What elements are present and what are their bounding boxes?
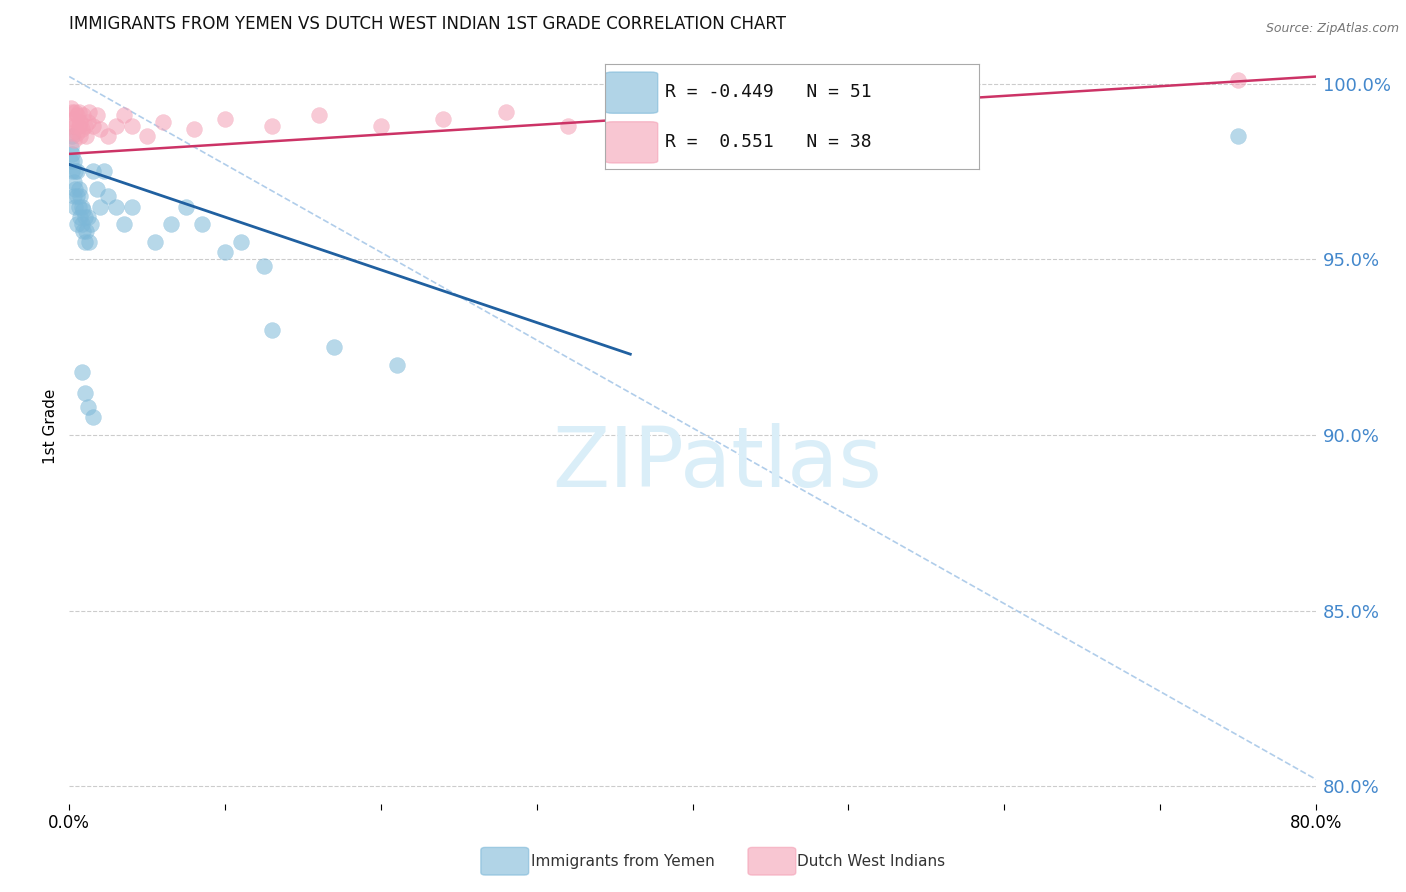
- Point: [93, 164, 115, 178]
- Point: [82, 410, 104, 425]
- Point: [70, 200, 93, 214]
- Point: [70, 217, 93, 231]
- Point: [75, 224, 97, 238]
- Point: [69, 189, 91, 203]
- Point: [67, 104, 90, 119]
- Point: [89, 200, 111, 214]
- Point: [66, 164, 89, 178]
- Point: [63, 153, 86, 168]
- Point: [67, 119, 90, 133]
- Point: [432, 112, 454, 126]
- Point: [557, 119, 579, 133]
- Point: [77, 400, 100, 414]
- Point: [69, 115, 91, 129]
- Point: [370, 119, 392, 133]
- Text: ZIPatlas: ZIPatlas: [553, 424, 883, 505]
- Point: [73, 210, 96, 224]
- Point: [66, 108, 89, 122]
- Point: [70, 365, 93, 379]
- Point: [112, 217, 135, 231]
- Text: Dutch West Indians: Dutch West Indians: [797, 854, 945, 869]
- Point: [72, 224, 94, 238]
- Point: [65, 182, 87, 196]
- Point: [104, 119, 127, 133]
- Point: [82, 119, 104, 133]
- Y-axis label: 1st Grade: 1st Grade: [44, 389, 58, 464]
- Point: [66, 189, 89, 203]
- Point: [385, 358, 408, 372]
- Point: [67, 200, 90, 214]
- Point: [159, 217, 181, 231]
- Point: [63, 112, 86, 126]
- Point: [253, 260, 276, 274]
- Point: [60, 146, 83, 161]
- Point: [77, 115, 100, 129]
- Point: [323, 340, 346, 354]
- Point: [1227, 73, 1250, 87]
- Point: [69, 129, 91, 144]
- Point: [73, 119, 96, 133]
- Point: [65, 200, 87, 214]
- Point: [308, 108, 330, 122]
- Point: [60, 126, 83, 140]
- Point: [77, 210, 100, 224]
- Point: [121, 200, 143, 214]
- Point: [104, 200, 127, 214]
- Point: [80, 217, 103, 231]
- Point: [183, 122, 205, 136]
- Point: [69, 210, 91, 224]
- Point: [66, 217, 89, 231]
- Point: [79, 104, 101, 119]
- Point: [59, 140, 82, 154]
- Point: [143, 235, 166, 249]
- Point: [136, 129, 159, 144]
- Point: [260, 119, 283, 133]
- Point: [260, 322, 283, 336]
- Point: [66, 126, 89, 140]
- Point: [97, 189, 120, 203]
- Text: Immigrants from Yemen: Immigrants from Yemen: [531, 854, 716, 869]
- Point: [82, 164, 104, 178]
- Point: [79, 235, 101, 249]
- Point: [65, 119, 87, 133]
- Text: IMMIGRANTS FROM YEMEN VS DUTCH WEST INDIAN 1ST GRADE CORRELATION CHART: IMMIGRANTS FROM YEMEN VS DUTCH WEST INDI…: [69, 15, 786, 33]
- Point: [121, 119, 143, 133]
- Point: [174, 200, 197, 214]
- Point: [73, 235, 96, 249]
- Point: [59, 119, 82, 133]
- Point: [72, 203, 94, 218]
- Point: [67, 182, 90, 196]
- Point: [97, 129, 120, 144]
- Point: [495, 104, 517, 119]
- Point: [214, 245, 236, 260]
- Point: [59, 153, 82, 168]
- Point: [60, 164, 83, 178]
- Point: [63, 133, 86, 147]
- Point: [59, 101, 82, 115]
- Point: [63, 189, 86, 203]
- Point: [60, 104, 83, 119]
- Point: [86, 182, 108, 196]
- Point: [229, 235, 252, 249]
- Point: [60, 129, 83, 144]
- Point: [70, 122, 93, 136]
- Point: [190, 217, 212, 231]
- Point: [112, 108, 135, 122]
- Point: [65, 104, 87, 119]
- Point: [152, 115, 174, 129]
- Point: [65, 164, 87, 178]
- Point: [214, 112, 236, 126]
- Point: [75, 129, 97, 144]
- Point: [72, 108, 94, 122]
- Point: [86, 108, 108, 122]
- Point: [73, 385, 96, 400]
- Point: [89, 122, 111, 136]
- Point: [63, 175, 86, 189]
- Text: Source: ZipAtlas.com: Source: ZipAtlas.com: [1265, 22, 1399, 36]
- Point: [1227, 129, 1250, 144]
